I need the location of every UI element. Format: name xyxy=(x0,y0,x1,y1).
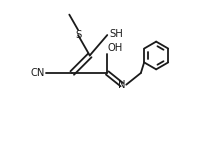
Text: CN: CN xyxy=(30,68,45,78)
Text: N: N xyxy=(118,80,126,90)
Text: OH: OH xyxy=(108,43,123,53)
Text: S: S xyxy=(75,30,81,40)
Text: SH: SH xyxy=(110,29,123,39)
